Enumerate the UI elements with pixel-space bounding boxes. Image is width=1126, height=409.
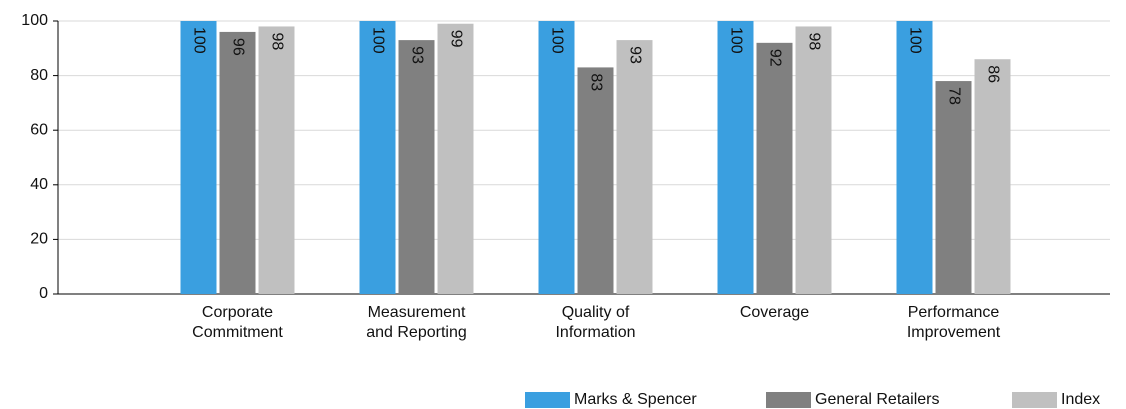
value-label: 83 (587, 73, 604, 91)
x-tick-label: Measurement and Reporting (366, 304, 467, 341)
value-label: 86 (984, 65, 1001, 83)
bar (258, 26, 295, 295)
legend-label: Marks & Spencer (574, 391, 697, 408)
legend-swatch (525, 392, 570, 408)
value-label: 93 (408, 46, 425, 64)
legend-label: General Retailers (815, 391, 940, 408)
value-label: 100 (727, 27, 744, 54)
x-tick-label: Corporate Commitment (192, 304, 283, 341)
bar (538, 21, 575, 294)
value-label: 98 (805, 32, 822, 50)
bar (974, 59, 1011, 294)
y-tick-label: 60 (30, 121, 48, 138)
bar (180, 21, 217, 294)
value-label: 92 (766, 49, 783, 67)
bar (616, 40, 653, 294)
bar (577, 67, 614, 294)
bar (398, 40, 435, 294)
y-tick-label: 80 (30, 67, 48, 84)
x-tick-label: Coverage (739, 304, 810, 321)
bar (756, 42, 793, 295)
bar (219, 31, 256, 294)
value-label: 100 (369, 27, 386, 54)
legend-label: Index (1061, 391, 1100, 408)
x-tick-label: Quality of Information (555, 304, 636, 341)
bar (896, 21, 933, 294)
y-tick-label: 100 (21, 12, 48, 29)
y-tick-label: 40 (30, 176, 48, 193)
value-label: 100 (190, 27, 207, 54)
value-label: 93 (626, 46, 643, 64)
x-tick-label: Performance Improvement (906, 304, 1001, 341)
value-label: 78 (945, 87, 962, 105)
value-label: 99 (447, 30, 464, 48)
legend-swatch (1012, 392, 1057, 408)
value-label: 98 (268, 32, 285, 50)
y-tick-label: 0 (39, 285, 48, 302)
y-tick-label: 20 (30, 231, 48, 248)
value-label: 100 (906, 27, 923, 54)
bar (935, 81, 972, 294)
legend-swatch (766, 392, 811, 408)
value-label: 96 (229, 38, 246, 56)
bar (717, 21, 754, 294)
bar (437, 23, 474, 294)
bar (359, 21, 396, 294)
value-label: 100 (548, 27, 565, 54)
bar (795, 26, 832, 295)
